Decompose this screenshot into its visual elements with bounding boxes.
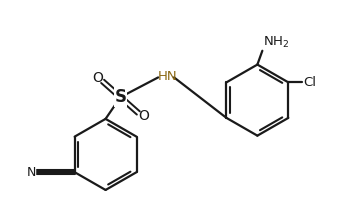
Text: O: O bbox=[92, 71, 103, 85]
Text: N: N bbox=[26, 166, 36, 179]
Text: NH$_2$: NH$_2$ bbox=[263, 35, 290, 50]
Text: O: O bbox=[138, 109, 149, 123]
Text: Cl: Cl bbox=[303, 76, 316, 89]
Text: HN: HN bbox=[158, 70, 178, 83]
Text: S: S bbox=[115, 88, 126, 106]
